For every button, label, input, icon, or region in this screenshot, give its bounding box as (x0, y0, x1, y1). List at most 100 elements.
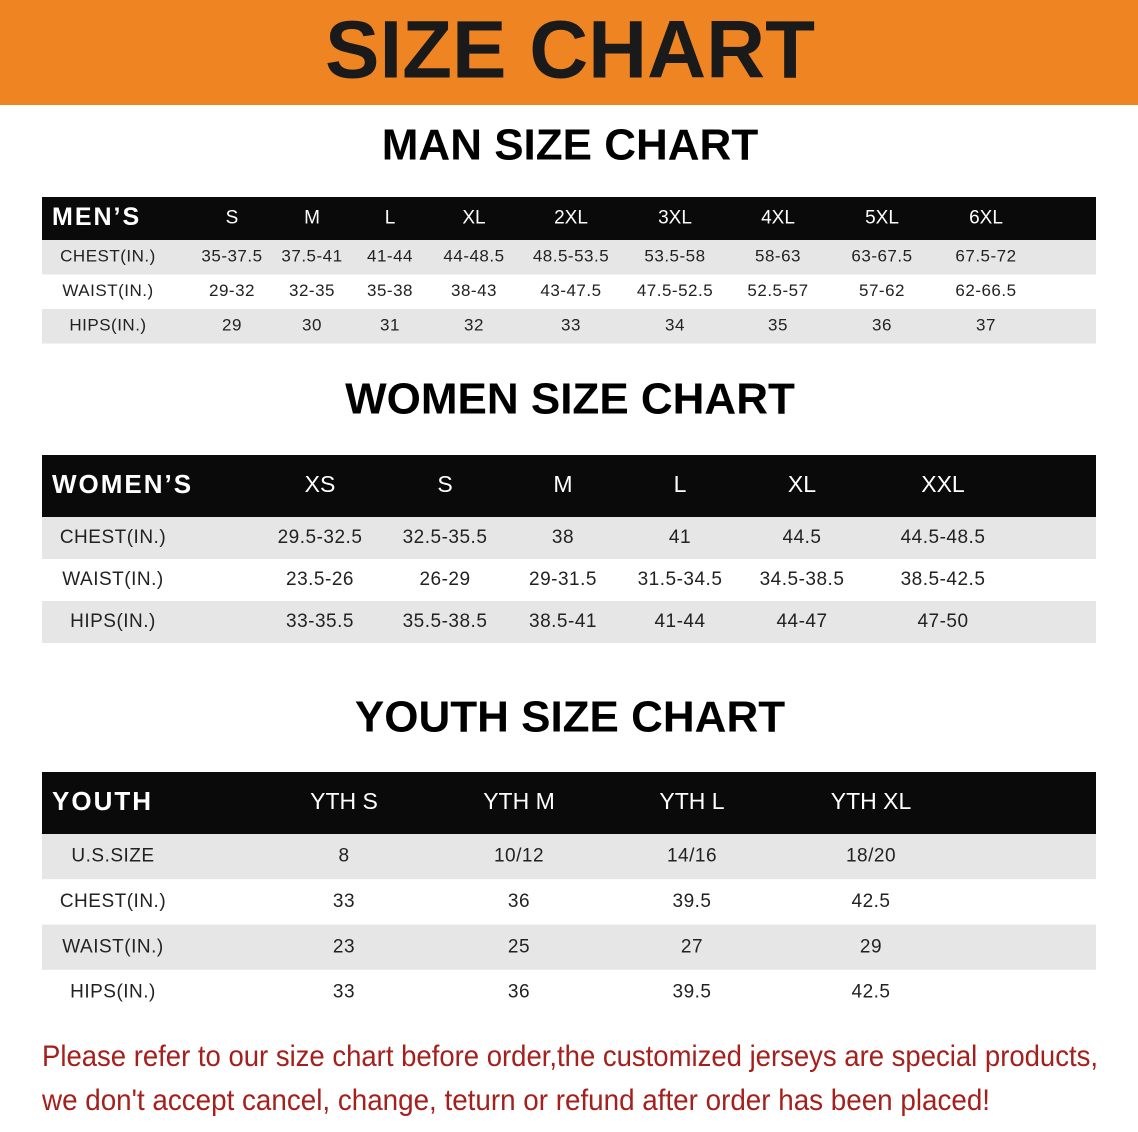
table-header-label: WOMEN’S (52, 469, 193, 499)
cell: 48.5-53.5 (533, 247, 609, 266)
cell: 38 (552, 527, 574, 548)
row-label: U.S.SIZE (71, 846, 154, 867)
row-label: CHEST(IN.) (60, 527, 166, 548)
cell: 63-67.5 (851, 247, 912, 266)
size-header: YTH S (310, 788, 378, 814)
cell: 14/16 (667, 846, 717, 867)
cell: 41-44 (367, 247, 413, 266)
table-row (42, 274, 1096, 309)
cell: 35 (768, 316, 788, 335)
cell: 10/12 (494, 846, 544, 867)
table-row (42, 601, 1096, 643)
size-header: 3XL (658, 208, 692, 229)
row-label: HIPS(IN.) (70, 611, 156, 632)
cell: 29-32 (209, 281, 255, 300)
cell: 29 (222, 316, 242, 335)
cell: 38.5-42.5 (901, 569, 986, 590)
cell: 44.5-48.5 (901, 527, 986, 548)
table-header-bar (42, 455, 1096, 517)
table-title: WOMEN SIZE CHART (345, 375, 795, 424)
cell: 23.5-26 (286, 569, 354, 590)
row-label: WAIST(IN.) (62, 569, 163, 590)
cell: 32 (464, 316, 484, 335)
cell: 57-62 (859, 281, 905, 300)
cell: 53.5-58 (644, 247, 705, 266)
cell: 29-31.5 (529, 569, 597, 590)
cell: 23 (333, 936, 355, 957)
table-row (42, 879, 1096, 925)
cell: 58-63 (755, 247, 801, 266)
cell: 33-35.5 (286, 611, 354, 632)
cell: 38-43 (451, 281, 497, 300)
row-label: CHEST(IN.) (60, 891, 166, 912)
size-header: S (437, 471, 452, 497)
size-header: YTH L (659, 788, 724, 814)
cell: 37 (976, 316, 996, 335)
size-header: XXL (921, 471, 965, 497)
cell: 33 (333, 891, 355, 912)
size-header: XS (305, 471, 336, 497)
row-label: HIPS(IN.) (70, 982, 156, 1003)
cell: 67.5-72 (955, 247, 1016, 266)
cell: 30 (302, 316, 322, 335)
table-row (42, 517, 1096, 559)
cell: 39.5 (673, 982, 712, 1003)
size-header: 4XL (761, 208, 795, 229)
cell: 41-44 (654, 611, 705, 632)
cell: 27 (681, 936, 703, 957)
cell: 44.5 (783, 527, 822, 548)
size-header: XL (788, 471, 816, 497)
table-header-bar (42, 197, 1096, 240)
cell: 43-47.5 (540, 281, 601, 300)
size-header: 6XL (969, 208, 1003, 229)
row-label: CHEST(IN.) (60, 247, 156, 266)
size-header: 5XL (865, 208, 899, 229)
cell: 47.5-52.5 (637, 281, 713, 300)
size-header: M (304, 208, 320, 229)
size-header: YTH M (483, 788, 555, 814)
size-header: L (385, 208, 396, 229)
cell: 42.5 (852, 982, 891, 1003)
cell: 37.5-41 (281, 247, 342, 266)
cell: 31 (380, 316, 400, 335)
cell: 33 (333, 982, 355, 1003)
table-header-label: MEN’S (52, 203, 141, 231)
size-header: S (226, 208, 239, 229)
row-label: WAIST(IN.) (62, 281, 153, 300)
cell: 8 (338, 846, 349, 867)
table-header-bar (42, 772, 1096, 834)
size-header: 2XL (554, 208, 588, 229)
cell: 62-66.5 (955, 281, 1016, 300)
size-header: XL (462, 208, 485, 229)
table-row (42, 834, 1096, 880)
cell: 39.5 (673, 891, 712, 912)
table-row (42, 559, 1096, 601)
size-header: YTH XL (831, 788, 912, 814)
cell: 36 (872, 316, 892, 335)
cell: 52.5-57 (747, 281, 808, 300)
cell: 44-47 (776, 611, 827, 632)
table-row (42, 309, 1096, 344)
cell: 36 (508, 891, 530, 912)
cell: 34 (665, 316, 685, 335)
table-header-label: YOUTH (52, 786, 153, 816)
cell: 31.5-34.5 (638, 569, 723, 590)
cell: 35-37.5 (201, 247, 262, 266)
cell: 47-50 (917, 611, 968, 632)
cell: 44-48.5 (443, 247, 504, 266)
header-band (0, 0, 1138, 105)
page-title: SIZE CHART (325, 5, 815, 96)
cell: 41 (669, 527, 691, 548)
table-title: MAN SIZE CHART (382, 121, 759, 170)
cell: 25 (508, 936, 530, 957)
cell: 29.5-32.5 (278, 527, 363, 548)
row-label: HIPS(IN.) (69, 316, 146, 335)
row-label: WAIST(IN.) (62, 936, 163, 957)
cell: 29 (860, 936, 882, 957)
size-header: L (674, 471, 687, 497)
cell: 35.5-38.5 (403, 611, 488, 632)
cell: 38.5-41 (529, 611, 597, 632)
table-title: YOUTH SIZE CHART (355, 693, 785, 742)
cell: 34.5-38.5 (760, 569, 845, 590)
